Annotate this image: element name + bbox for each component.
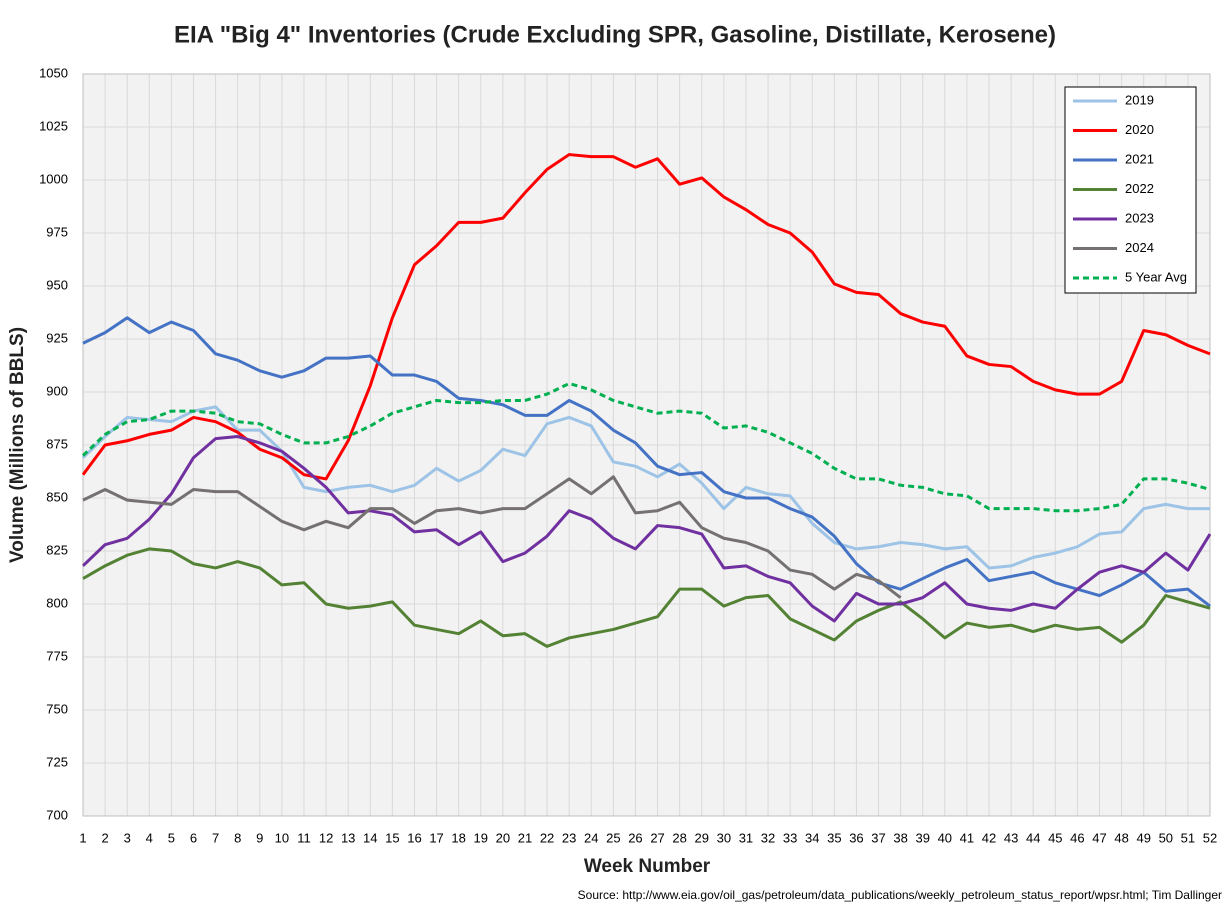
x-tick-label: 36 xyxy=(849,830,863,845)
legend-label: 2023 xyxy=(1125,210,1154,225)
x-tick-label: 12 xyxy=(319,830,333,845)
x-tick-label: 48 xyxy=(1114,830,1128,845)
x-tick-label: 1 xyxy=(79,830,86,845)
series-line xyxy=(81,405,1210,570)
x-tick-label: 23 xyxy=(562,830,576,845)
x-tick-label: 41 xyxy=(960,830,974,845)
x-tick-label: 20 xyxy=(496,830,510,845)
y-axis-title: Volume (Millions of BBLS) xyxy=(7,327,28,563)
x-tick-label: 15 xyxy=(385,830,399,845)
x-tick-label: 5 xyxy=(168,830,175,845)
x-tick-label: 7 xyxy=(212,830,219,845)
x-tick-label: 4 xyxy=(146,830,153,845)
x-tick-label: 31 xyxy=(739,830,753,845)
x-tick-label: 32 xyxy=(761,830,775,845)
y-tick-label: 900 xyxy=(46,383,68,398)
y-tick-label: 975 xyxy=(46,224,68,239)
x-tick-label: 18 xyxy=(451,830,465,845)
y-tick-label: 750 xyxy=(46,701,68,716)
x-tick-label: 33 xyxy=(783,830,797,845)
x-axis-title: Week Number xyxy=(584,856,711,877)
y-tick-label: 800 xyxy=(46,595,68,610)
series-line xyxy=(81,382,1211,513)
y-tick-label: 875 xyxy=(46,436,68,451)
series-line xyxy=(82,475,902,599)
series-line xyxy=(81,435,1212,623)
x-tick-label: 17 xyxy=(429,830,443,845)
x-tick-label: 44 xyxy=(1026,830,1040,845)
x-tick-label: 8 xyxy=(234,830,241,845)
y-tick-label: 725 xyxy=(46,754,68,769)
x-tick-label: 16 xyxy=(407,830,421,845)
x-tick-label: 42 xyxy=(982,830,996,845)
x-tick-label: 6 xyxy=(190,830,197,845)
x-tick-label: 52 xyxy=(1203,830,1217,845)
legend-label: 5 Year Avg xyxy=(1125,269,1187,284)
y-tick-label: 925 xyxy=(46,330,68,345)
y-tick-label: 700 xyxy=(46,807,68,822)
x-tick-label: 29 xyxy=(695,830,709,845)
plot-border xyxy=(82,73,1211,817)
chart-title: EIA "Big 4" Inventories (Crude Excluding… xyxy=(174,21,1056,48)
y-tick-label: 1025 xyxy=(39,118,68,133)
x-tick-label: 49 xyxy=(1136,830,1150,845)
source-note: Source: http://www.eia.gov/oil_gas/petro… xyxy=(578,888,1222,902)
y-tick-label: 775 xyxy=(46,648,68,663)
y-tick-label: 1050 xyxy=(39,65,68,80)
x-tick-label: 22 xyxy=(540,830,554,845)
legend-label: 2020 xyxy=(1125,122,1154,137)
y-tick-label: 950 xyxy=(46,277,68,292)
x-tick-label: 34 xyxy=(805,830,819,845)
x-tick-label: 2 xyxy=(101,830,108,845)
x-tick-label: 35 xyxy=(827,830,841,845)
y-tick-label: 850 xyxy=(46,489,68,504)
x-tick-label: 10 xyxy=(275,830,289,845)
x-tick-label: 25 xyxy=(606,830,620,845)
series-line xyxy=(82,547,1211,648)
series-line xyxy=(81,153,1211,481)
x-tick-label: 13 xyxy=(341,830,355,845)
x-tick-label: 24 xyxy=(584,830,598,845)
x-tick-label: 27 xyxy=(650,830,664,845)
x-tick-label: 14 xyxy=(363,830,377,845)
x-tick-label: 28 xyxy=(672,830,686,845)
legend-label: 2021 xyxy=(1125,151,1154,166)
legend-label: 2022 xyxy=(1125,181,1154,196)
x-tick-label: 19 xyxy=(474,830,488,845)
legend-label: 2024 xyxy=(1125,240,1154,255)
y-tick-label: 1000 xyxy=(39,171,68,186)
x-tick-label: 43 xyxy=(1004,830,1018,845)
x-tick-label: 45 xyxy=(1048,830,1062,845)
x-tick-label: 50 xyxy=(1159,830,1173,845)
x-tick-label: 38 xyxy=(893,830,907,845)
legend-label: 2019 xyxy=(1125,92,1154,107)
x-tick-label: 21 xyxy=(518,830,532,845)
x-tick-label: 30 xyxy=(717,830,731,845)
x-tick-label: 46 xyxy=(1070,830,1084,845)
x-tick-label: 51 xyxy=(1181,830,1195,845)
x-tick-label: 39 xyxy=(915,830,929,845)
x-tick-label: 9 xyxy=(256,830,263,845)
x-tick-label: 47 xyxy=(1092,830,1106,845)
x-tick-label: 37 xyxy=(871,830,885,845)
series-line xyxy=(82,316,1211,608)
x-tick-label: 26 xyxy=(628,830,642,845)
legend: 2019 2020 2021 2022 2023 2024 5 Year Avg xyxy=(1064,86,1197,294)
y-tick-label: 825 xyxy=(46,542,68,557)
x-tick-label: 3 xyxy=(124,830,131,845)
x-tick-label: 11 xyxy=(297,830,311,845)
x-tick-label: 40 xyxy=(938,830,952,845)
